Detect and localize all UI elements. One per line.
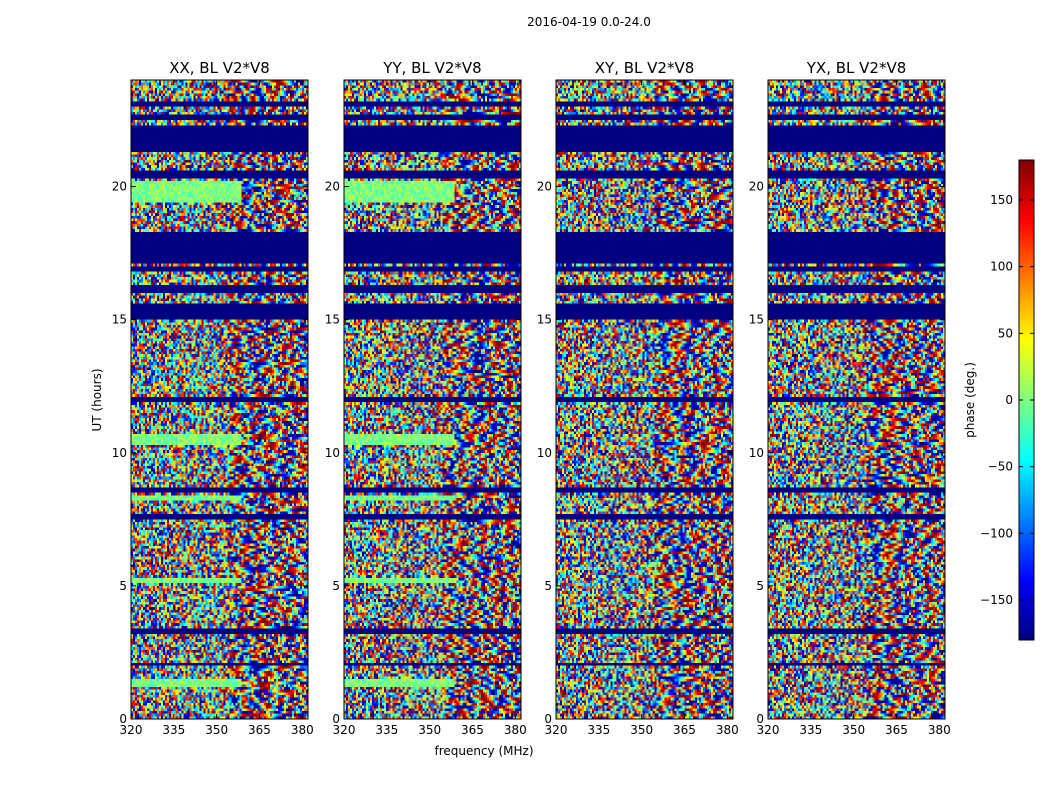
panel-heatmap-0 [131,80,308,719]
panel-title-1: YY, BL V2*V8 [382,59,481,77]
y-tick-label: 10 [749,446,764,460]
colorbar-tick-label: −50 [988,460,1013,474]
x-tick-label: 320 [757,723,780,737]
x-tick-label: 350 [630,723,653,737]
x-tick-label: 320 [120,723,143,737]
y-tick-label: 5 [119,579,127,593]
x-tick-label: 365 [673,723,696,737]
y-tick-label: 20 [537,180,552,194]
x-tick-label: 350 [842,723,865,737]
panel-frame-0 [130,79,309,720]
y-tick-label: 10 [112,446,127,460]
x-tick-label: 335 [799,723,822,737]
x-tick-label: 335 [587,723,610,737]
x-tick-label: 350 [418,723,441,737]
colorbar-tick-label: −100 [980,526,1013,540]
panel-title-3: YX, BL V2*V8 [806,59,907,77]
y-tick-label: 0 [332,712,340,726]
panel-2: XY, BL V2*V8 320 335 350 365 380 0 5 10 15 20 [537,59,739,737]
panel-frame-2 [555,79,734,720]
panel-heatmap-1 [344,80,521,719]
y-tick-label: 5 [332,579,340,593]
y-tick-label: 10 [537,446,552,460]
colorbar: −150 −100 −50 0 50 100 150 [980,159,1035,641]
y-tick-label: 0 [119,712,127,726]
x-axis-label: frequency (MHz) [434,744,533,758]
y-tick-label: 15 [749,313,764,327]
colorbar-tick-label: −150 [980,593,1013,607]
y-tick-label: 15 [112,313,127,327]
y-tick-label: 15 [325,313,340,327]
x-tick-label: 320 [333,723,356,737]
x-tick-label: 335 [375,723,398,737]
x-tick-label: 365 [885,723,908,737]
y-tick-label: 5 [756,579,764,593]
panel-frame-3 [767,79,946,720]
panel-title-0: XX, BL V2*V8 [169,59,270,77]
panel-heatmap-2 [556,80,733,719]
colorbar-tick-label: 100 [990,260,1013,274]
x-tick-label: 335 [162,723,185,737]
x-tick-label: 365 [461,723,484,737]
y-axis-label: UT (hours) [90,368,104,431]
x-tick-label: 380 [928,723,951,737]
panel-3: YX, BL V2*V8 320 335 350 365 380 0 5 10 15 20 [749,59,951,737]
y-tick-label: 0 [544,712,552,726]
panel-heatmap-3 [768,80,945,719]
x-tick-label: 380 [291,723,314,737]
panel-0: XX, BL V2*V8 320 335 350 365 380 0 5 10 15 20 [112,59,314,737]
colorbar-tick-label: 0 [1005,393,1013,407]
y-tick-label: 0 [756,712,764,726]
y-tick-label: 20 [325,180,340,194]
panel-title-2: XY, BL V2*V8 [595,59,695,77]
y-tick-label: 10 [325,446,340,460]
x-tick-label: 380 [716,723,739,737]
colorbar-tick-label: 50 [998,326,1013,340]
x-tick-label: 320 [545,723,568,737]
y-tick-label: 5 [544,579,552,593]
colorbar-label: phase (deg.) [963,362,977,438]
y-tick-label: 20 [749,180,764,194]
colorbar-tick-label: 150 [990,193,1013,207]
x-tick-label: 350 [205,723,228,737]
x-tick-label: 365 [248,723,271,737]
panel-1: YY, BL V2*V8 320 335 350 365 380 0 5 10 15 20 [325,59,527,737]
x-tick-label: 380 [504,723,527,737]
y-tick-label: 20 [112,180,127,194]
y-tick-label: 15 [537,313,552,327]
figure-suptitle: 2016-04-19 0.0-24.0 [527,15,651,29]
panel-frame-1 [343,79,522,720]
